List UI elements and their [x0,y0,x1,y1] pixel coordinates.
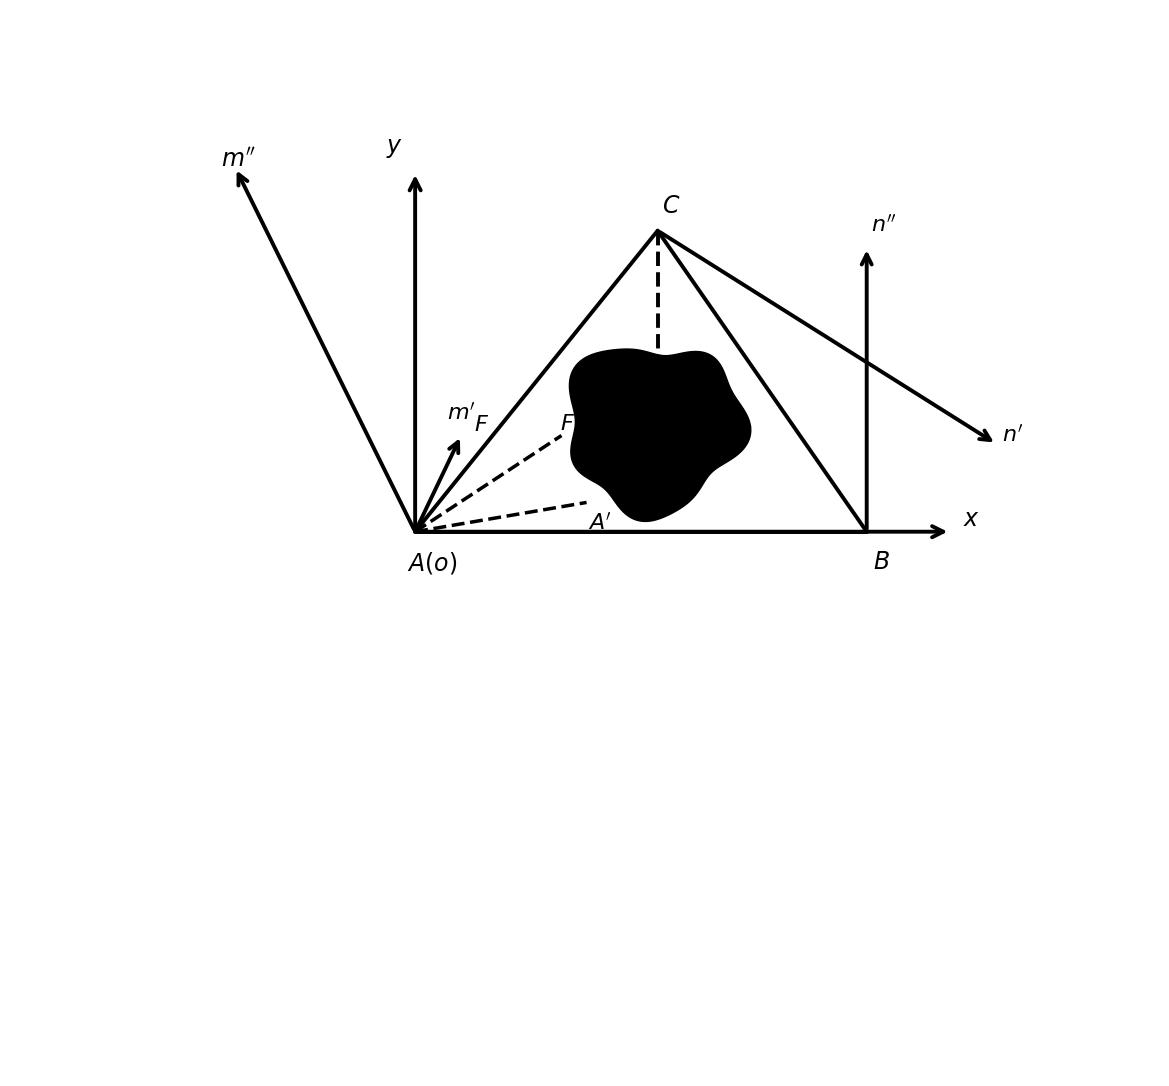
Text: $y$: $y$ [386,136,402,160]
Text: $A(o)$: $A(o)$ [407,551,457,576]
Polygon shape [569,349,750,521]
Text: $F^{\prime}$: $F^{\prime}$ [560,414,580,435]
Text: $F$: $F$ [473,414,489,435]
Text: $B$: $B$ [872,551,890,574]
Text: $m^{\prime\prime}$: $m^{\prime\prime}$ [221,148,256,172]
Text: $n^{\prime\prime}$: $n^{\prime\prime}$ [871,215,897,238]
Text: $C^{\prime}$: $C^{\prime}$ [670,446,693,468]
Text: $m^{\prime}$: $m^{\prime}$ [447,403,476,425]
Text: $x$: $x$ [963,507,980,531]
Text: $n^{\prime}$: $n^{\prime}$ [1002,425,1023,446]
Text: $C$: $C$ [662,194,680,218]
Text: $A^{\prime}$: $A^{\prime}$ [588,514,613,535]
